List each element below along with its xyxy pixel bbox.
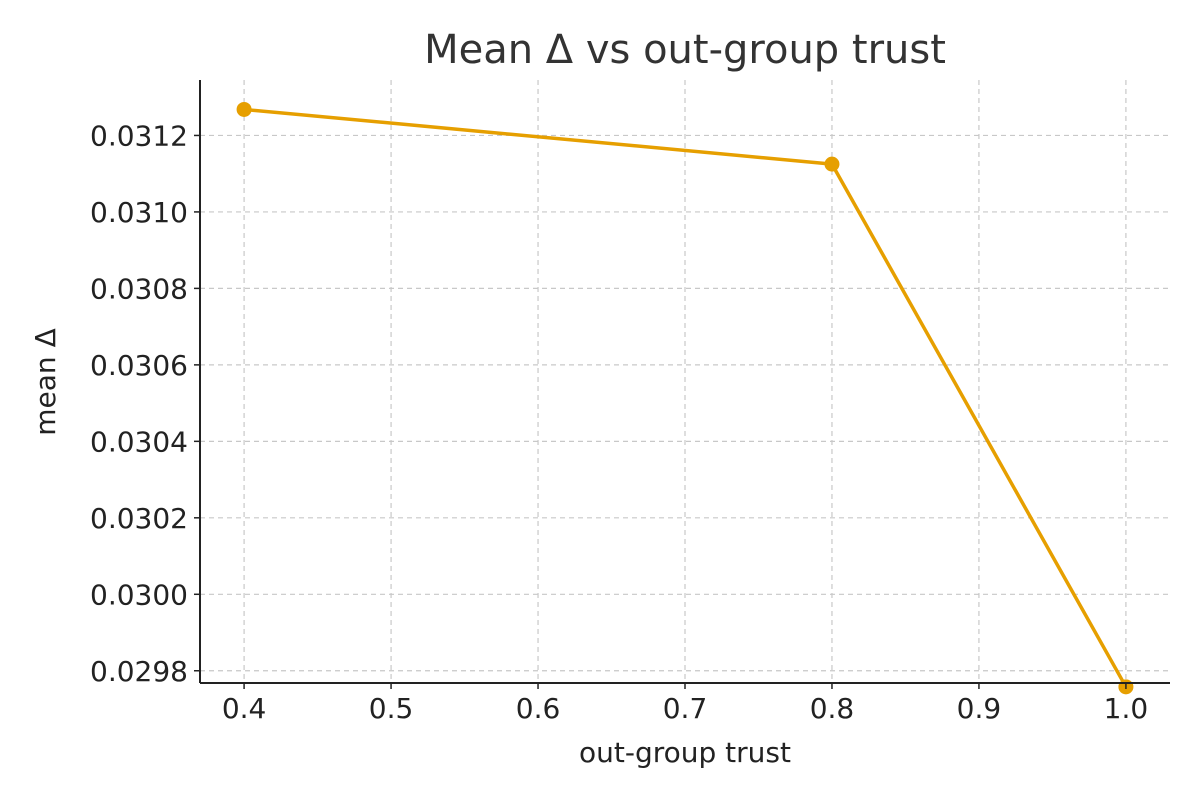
x-axis-ticks: 0.4 0.5 0.6 0.7 0.8 0.9 1.0 (222, 683, 1148, 725)
x-tick-label: 1.0 (1104, 692, 1149, 725)
y-tick-label: 0.0304 (90, 425, 188, 458)
y-tick-label: 0.0308 (90, 272, 188, 305)
data-point (236, 101, 252, 117)
y-tick-label: 0.0306 (90, 349, 188, 382)
y-tick-label: 0.0312 (90, 119, 188, 152)
y-tick-label: 0.0300 (90, 578, 188, 611)
y-axis-ticks: 0.0298 0.0300 0.0302 0.0304 0.0306 0.0308 0.03… (90, 119, 200, 688)
x-tick-label: 0.9 (957, 692, 1002, 725)
data-point (824, 156, 840, 172)
x-tick-label: 0.7 (663, 692, 708, 725)
x-axis-label: out-group trust (579, 736, 791, 769)
grid (200, 80, 1170, 683)
x-tick-label: 0.5 (369, 692, 414, 725)
x-tick-label: 0.6 (516, 692, 561, 725)
y-axis-label: mean Δ (29, 328, 62, 435)
chart-title: Mean Δ vs out-group trust (424, 27, 946, 73)
y-tick-label: 0.0310 (90, 196, 188, 229)
y-tick-label: 0.0302 (90, 502, 188, 535)
y-tick-label: 0.0298 (90, 655, 188, 688)
x-tick-label: 0.4 (222, 692, 267, 725)
x-tick-label: 0.8 (810, 692, 855, 725)
